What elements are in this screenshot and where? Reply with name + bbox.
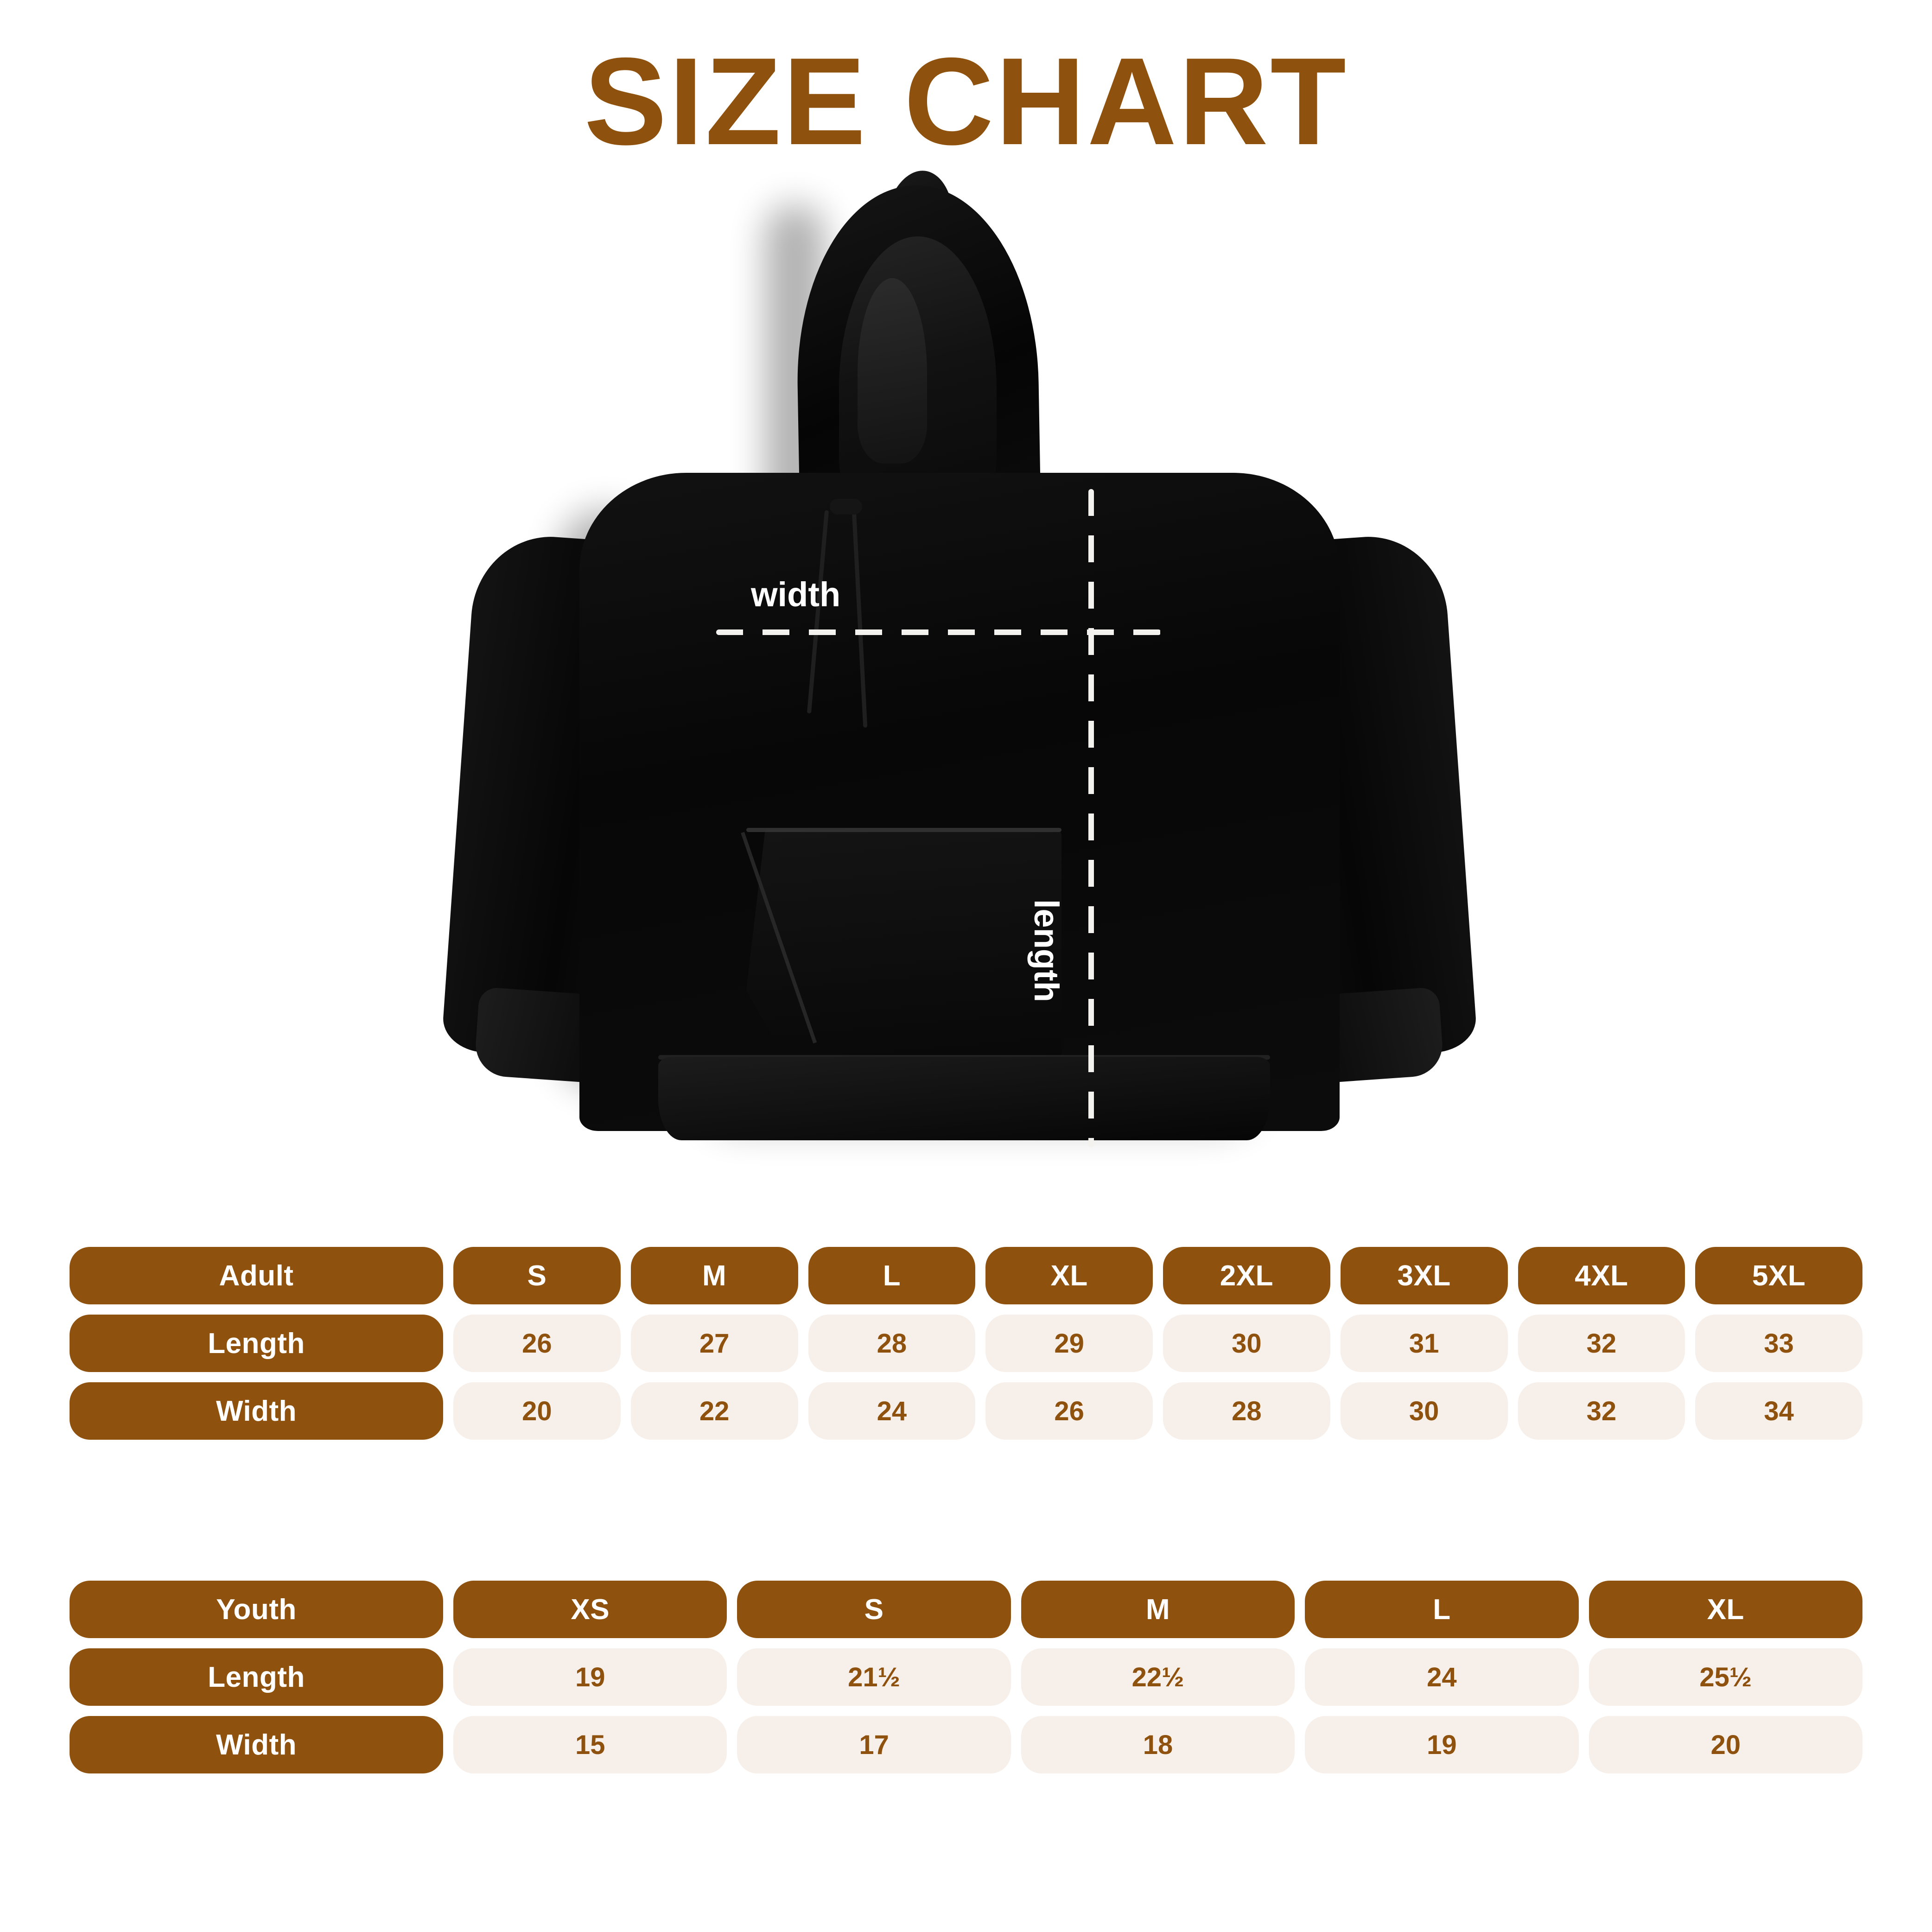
adult-length-label: Length [70,1315,443,1372]
adult-width-m: 22 [630,1382,798,1440]
adult-length-row: Length 26 27 28 29 30 31 32 33 [70,1315,1862,1372]
width-measurement-label: width [751,575,841,614]
length-measurement-label: length [1027,899,1066,1002]
adult-length-5xl: 33 [1695,1315,1862,1372]
youth-length-m: 22½ [1021,1648,1295,1706]
adult-size-header-5xl: 5XL [1695,1247,1862,1304]
adult-width-4xl: 32 [1518,1382,1685,1440]
youth-size-header-xs: XS [453,1581,727,1638]
youth-length-row: Length 19 21½ 22½ 24 25½ [70,1648,1863,1706]
youth-length-l: 24 [1305,1648,1579,1706]
length-dashed-guide [1088,489,1094,1147]
width-dashed-guide [716,629,1161,635]
youth-length-s: 21½ [737,1648,1011,1706]
youth-length-xl: 25½ [1589,1648,1863,1706]
adult-size-header-s: S [453,1247,621,1304]
adult-width-5xl: 34 [1695,1382,1862,1440]
adult-length-m: 27 [630,1315,798,1372]
adult-size-header-m: M [630,1247,798,1304]
adult-width-2xl: 28 [1163,1382,1330,1440]
youth-length-xs: 19 [453,1648,727,1706]
adult-size-header-2xl: 2XL [1163,1247,1330,1304]
adult-width-l: 24 [808,1382,976,1440]
youth-size-table: Youth XS S M L XL Length 19 21½ 22½ 24 2… [70,1581,1863,1773]
drawstring-knot [830,499,862,515]
adult-label-cell: Adult [70,1247,443,1304]
pocket-top-seam [746,828,1061,832]
adult-width-3xl: 30 [1340,1382,1508,1440]
adult-size-header-l: L [808,1247,976,1304]
adult-length-xl: 29 [985,1315,1153,1372]
youth-size-header-l: L [1305,1581,1579,1638]
youth-size-header-m: M [1021,1581,1295,1638]
adult-width-xl: 26 [985,1382,1153,1440]
youth-header-row: Youth XS S M L XL [70,1581,1863,1638]
adult-length-s: 26 [453,1315,621,1372]
youth-width-xl: 20 [1589,1716,1863,1773]
youth-width-m: 18 [1021,1716,1295,1773]
adult-length-4xl: 32 [1518,1315,1685,1372]
page-title: SIZE CHART [584,32,1348,171]
youth-width-xs: 15 [453,1716,727,1773]
waistband [658,1057,1270,1140]
adult-width-row: Width 20 22 24 26 28 30 32 34 [70,1382,1862,1440]
adult-size-header-xl: XL [985,1247,1153,1304]
adult-size-header-4xl: 4XL [1518,1247,1685,1304]
youth-width-row: Width 15 17 18 19 20 [70,1716,1863,1773]
adult-header-row: Adult S M L XL 2XL 3XL 4XL 5XL [70,1247,1862,1304]
youth-width-label: Width [70,1716,443,1773]
youth-size-header-xl: XL [1589,1581,1863,1638]
youth-size-header-s: S [737,1581,1011,1638]
youth-label-cell: Youth [70,1581,443,1638]
kangaroo-pocket [746,830,1061,1089]
youth-width-s: 17 [737,1716,1011,1773]
hood-inner-highlight [858,278,927,464]
adult-length-l: 28 [808,1315,976,1372]
adult-size-header-3xl: 3XL [1340,1247,1508,1304]
adult-width-label: Width [70,1382,443,1440]
youth-length-label: Length [70,1648,443,1706]
adult-length-3xl: 31 [1340,1315,1508,1372]
hoodie-illustration [440,167,1493,1205]
adult-length-2xl: 30 [1163,1315,1330,1372]
adult-size-table: Adult S M L XL 2XL 3XL 4XL 5XL Length 26… [70,1247,1862,1440]
youth-width-l: 19 [1305,1716,1579,1773]
adult-width-s: 20 [453,1382,621,1440]
